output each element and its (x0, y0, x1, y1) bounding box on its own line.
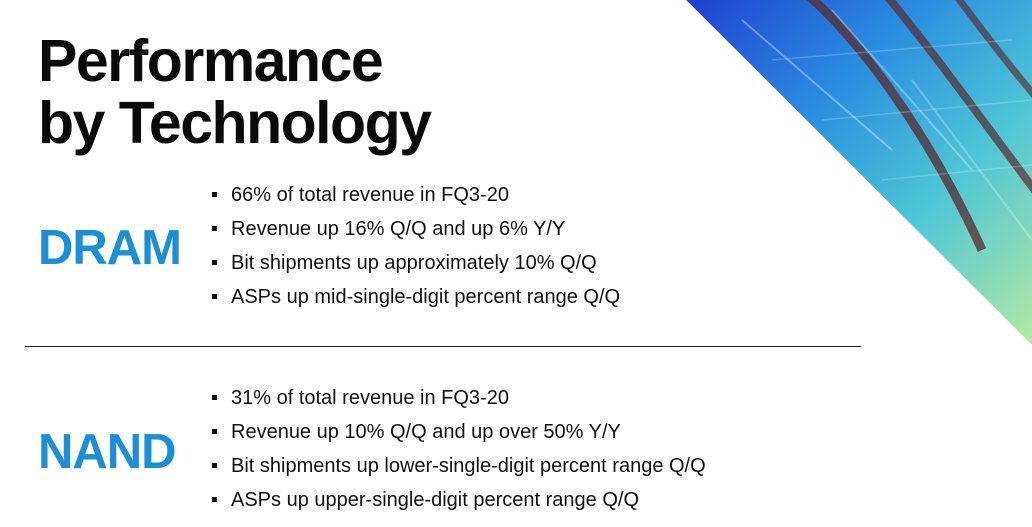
bullet-text: 66% of total revenue in FQ3-20 (231, 184, 509, 206)
title-line-2: by Technology (38, 90, 432, 156)
bullet-marker (212, 260, 217, 265)
bullet-text: Bit shipments up lower-single-digit perc… (231, 455, 706, 477)
bullet-marker (212, 226, 217, 231)
title-line-1: Performance (38, 28, 384, 94)
bullet-marker (212, 463, 217, 468)
section-divider (25, 346, 861, 347)
bullet-text: Revenue up 16% Q/Q and up 6% Y/Y (231, 218, 566, 240)
bullet-text: Bit shipments up approximately 10% Q/Q (231, 252, 597, 274)
bullet-marker (212, 395, 217, 400)
bullet-marker (212, 192, 217, 197)
list-item: ASPs up upper-single-digit percent range… (210, 486, 706, 520)
list-item: 31% of total revenue in FQ3-20 (210, 384, 706, 418)
list-item: 66% of total revenue in FQ3-20 (210, 181, 620, 215)
list-item: Bit shipments up approximately 10% Q/Q (210, 249, 620, 283)
list-item: Bit shipments up lower-single-digit perc… (210, 452, 706, 486)
bullet-marker (212, 294, 217, 299)
list-item: ASPs up mid-single-digit percent range Q… (210, 283, 620, 317)
nand-label: NAND (38, 425, 177, 479)
bullet-text: 31% of total revenue in FQ3-20 (231, 387, 509, 409)
bullet-text: ASPs up upper-single-digit percent range… (231, 489, 639, 511)
bullet-text: ASPs up mid-single-digit percent range Q… (231, 286, 621, 308)
bullet-marker (212, 429, 217, 434)
nand-bullet-list: 31% of total revenue in FQ3-20 Revenue u… (210, 384, 706, 520)
list-item: Revenue up 16% Q/Q and up 6% Y/Y (210, 215, 620, 249)
wafer-gradient-corner-graphic (686, 0, 1032, 345)
list-item: Revenue up 10% Q/Q and up over 50% Y/Y (210, 418, 706, 452)
dram-label: DRAM (38, 221, 182, 275)
slide-title: Performance by Technology (38, 28, 432, 156)
bullet-text: Revenue up 10% Q/Q and up over 50% Y/Y (231, 421, 621, 443)
dram-bullet-list: 66% of total revenue in FQ3-20 Revenue u… (210, 181, 620, 317)
bullet-marker (212, 497, 217, 502)
